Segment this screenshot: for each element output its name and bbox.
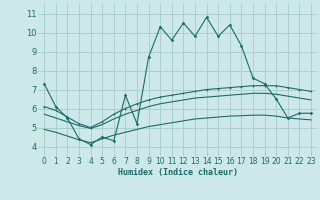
X-axis label: Humidex (Indice chaleur): Humidex (Indice chaleur) bbox=[118, 168, 238, 177]
